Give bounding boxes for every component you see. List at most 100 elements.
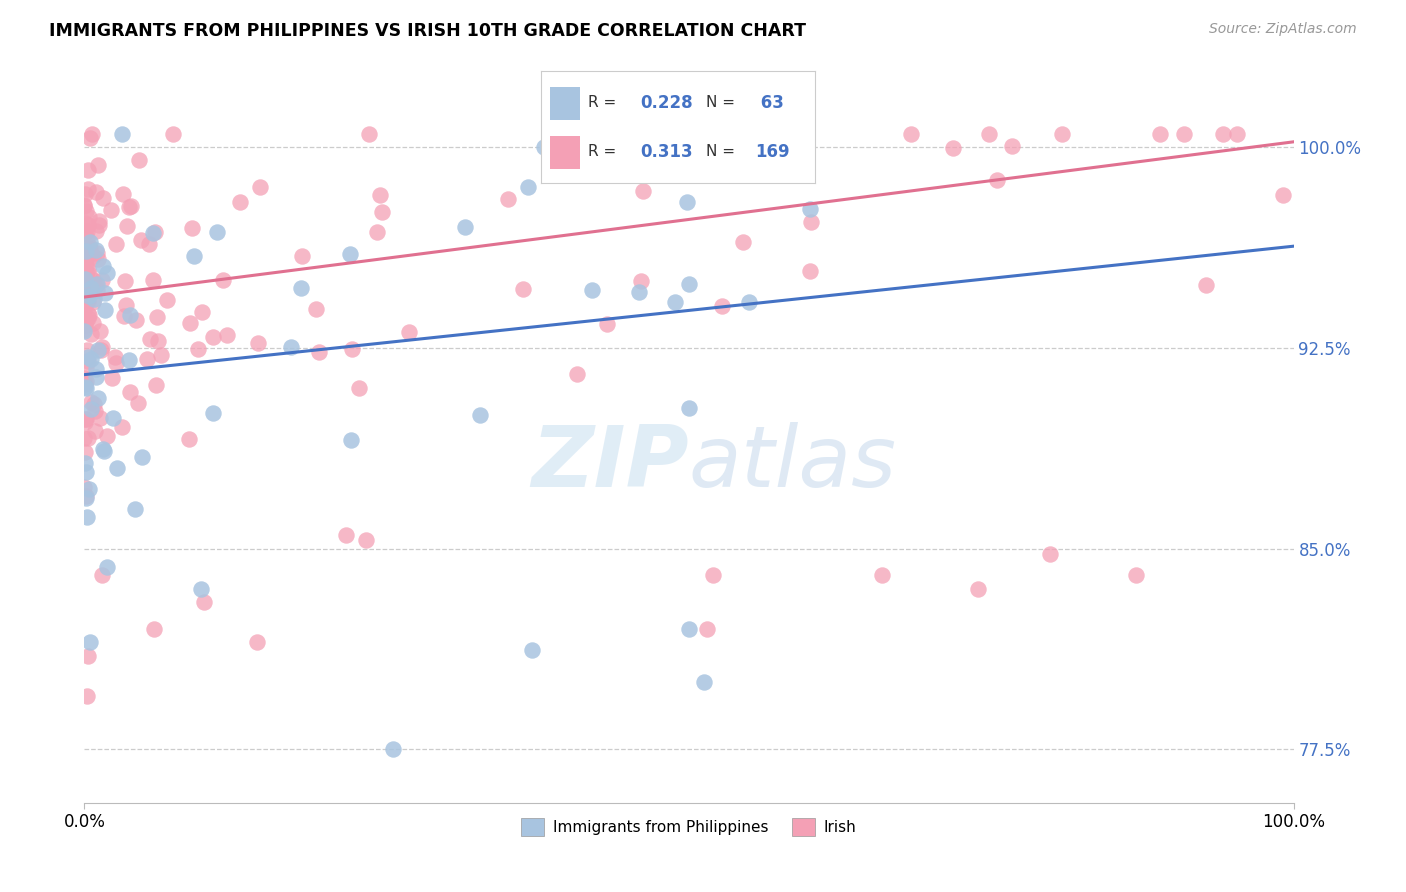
Point	[190, 582, 212, 596]
Point	[100, 202, 122, 217]
Point	[73, 216, 96, 230]
Point	[90, 343, 112, 357]
Point	[76, 381, 98, 395]
Point	[627, 285, 650, 300]
Text: 169: 169	[755, 143, 790, 161]
Point	[94, 286, 117, 301]
Point	[73, 302, 96, 317]
Point	[124, 313, 146, 327]
Point	[89, 219, 111, 233]
Point	[73, 187, 96, 202]
Point	[87, 213, 110, 227]
Point	[73, 377, 96, 392]
Point	[86, 283, 108, 297]
Point	[1173, 127, 1195, 141]
Text: Source: ZipAtlas.com: Source: ZipAtlas.com	[1209, 22, 1357, 37]
Point	[131, 450, 153, 464]
Point	[454, 219, 477, 234]
Point	[73, 249, 96, 263]
Point	[73, 412, 96, 426]
Point	[117, 219, 139, 233]
Point	[398, 325, 420, 339]
Point	[73, 431, 96, 445]
Point	[86, 245, 108, 260]
Point	[678, 622, 700, 636]
Point	[76, 290, 98, 304]
Point	[76, 232, 98, 246]
Point	[73, 199, 96, 213]
Point	[73, 272, 96, 286]
Point	[150, 348, 173, 362]
Point	[77, 163, 100, 178]
Point	[799, 202, 821, 216]
Point	[82, 273, 104, 287]
Point	[516, 180, 538, 194]
Point	[565, 368, 588, 382]
Point	[84, 362, 107, 376]
Point	[340, 434, 363, 448]
Point	[91, 260, 114, 274]
Point	[156, 293, 179, 307]
Point	[80, 401, 103, 416]
Point	[73, 325, 96, 339]
Point	[366, 225, 388, 239]
Point	[87, 391, 110, 405]
Point	[142, 226, 165, 240]
Point	[1149, 128, 1171, 142]
Point	[76, 293, 98, 308]
Point	[339, 247, 361, 261]
Point	[73, 226, 96, 240]
Point	[90, 273, 112, 287]
FancyBboxPatch shape	[550, 136, 579, 169]
Point	[533, 139, 555, 153]
Point	[75, 270, 97, 285]
Text: 0.228: 0.228	[640, 94, 693, 112]
Point	[76, 282, 98, 296]
Text: atlas: atlas	[689, 422, 897, 505]
Point	[76, 224, 98, 238]
Point	[96, 428, 118, 442]
Point	[73, 318, 96, 333]
Point	[146, 310, 169, 324]
Point	[73, 415, 96, 429]
Point	[371, 205, 394, 219]
Point	[80, 281, 103, 295]
Point	[596, 317, 619, 331]
Point	[76, 310, 98, 325]
Point	[118, 353, 141, 368]
Point	[290, 280, 312, 294]
Point	[800, 215, 823, 229]
Text: R =: R =	[588, 145, 621, 159]
Point	[77, 308, 100, 322]
Point	[246, 635, 269, 649]
Point	[90, 340, 112, 354]
Point	[82, 316, 104, 330]
Point	[79, 243, 101, 257]
Point	[207, 225, 229, 239]
Point	[77, 262, 100, 277]
Point	[145, 377, 167, 392]
Point	[80, 127, 103, 141]
Point	[183, 249, 205, 263]
Point	[73, 480, 96, 494]
Point	[138, 237, 160, 252]
Point	[105, 356, 128, 370]
Point	[340, 342, 363, 356]
Point	[80, 352, 103, 367]
Point	[291, 249, 314, 263]
Point	[75, 314, 97, 328]
Point	[76, 250, 98, 264]
Point	[79, 482, 101, 496]
Point	[124, 501, 146, 516]
Point	[77, 267, 100, 281]
Point	[90, 568, 112, 582]
Point	[581, 283, 603, 297]
Point	[73, 322, 96, 336]
Point	[75, 456, 97, 470]
Point	[96, 560, 118, 574]
Text: N =: N =	[706, 95, 740, 110]
Point	[347, 381, 370, 395]
Point	[89, 410, 111, 425]
Point	[118, 385, 141, 400]
Point	[789, 129, 811, 144]
